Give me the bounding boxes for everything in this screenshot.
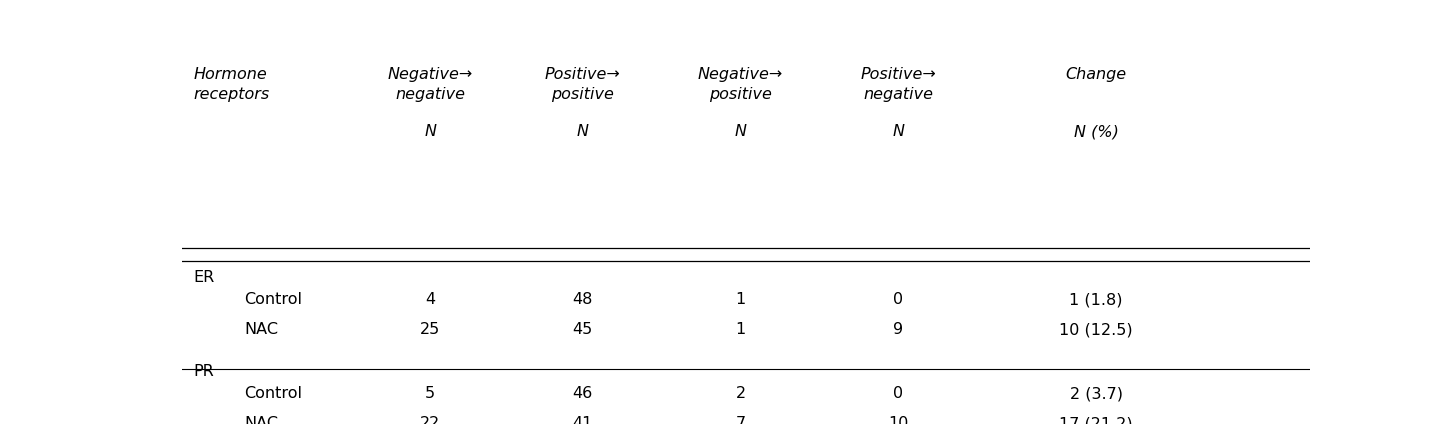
Text: ER: ER [194,270,214,285]
Text: PR: PR [194,364,214,379]
Text: 45: 45 [572,322,593,337]
Text: Control: Control [245,292,301,307]
Text: Negative→
negative: Negative→ negative [387,67,473,102]
Text: 25: 25 [421,322,440,337]
Text: 41: 41 [572,416,593,424]
Text: N (%): N (%) [1073,124,1118,139]
Text: Control: Control [245,386,301,401]
Text: Positive→
positive: Positive→ positive [545,67,620,102]
Text: Hormone
receptors: Hormone receptors [194,67,269,102]
Text: N: N [735,124,747,139]
Text: NAC: NAC [245,416,278,424]
Text: 46: 46 [572,386,593,401]
Text: 2 (3.7): 2 (3.7) [1070,386,1123,401]
Text: Change: Change [1066,67,1127,82]
Text: 10: 10 [888,416,909,424]
Text: N: N [893,124,904,139]
Text: N: N [577,124,588,139]
Text: 4: 4 [425,292,435,307]
Text: 1: 1 [735,292,745,307]
Text: Negative→
positive: Negative→ positive [697,67,783,102]
Text: 0: 0 [894,386,904,401]
Text: 17 (21.2): 17 (21.2) [1059,416,1133,424]
Text: 10 (12.5): 10 (12.5) [1059,322,1133,337]
Text: N: N [424,124,437,139]
Text: 5: 5 [425,386,435,401]
Text: NAC: NAC [245,322,278,337]
Text: 2: 2 [735,386,745,401]
Text: Positive→
negative: Positive→ negative [860,67,936,102]
Text: 1 (1.8): 1 (1.8) [1069,292,1123,307]
Text: 1: 1 [735,322,745,337]
Text: 22: 22 [421,416,440,424]
Text: 9: 9 [894,322,904,337]
Text: 7: 7 [735,416,745,424]
Text: 48: 48 [572,292,593,307]
Text: 0: 0 [894,292,904,307]
